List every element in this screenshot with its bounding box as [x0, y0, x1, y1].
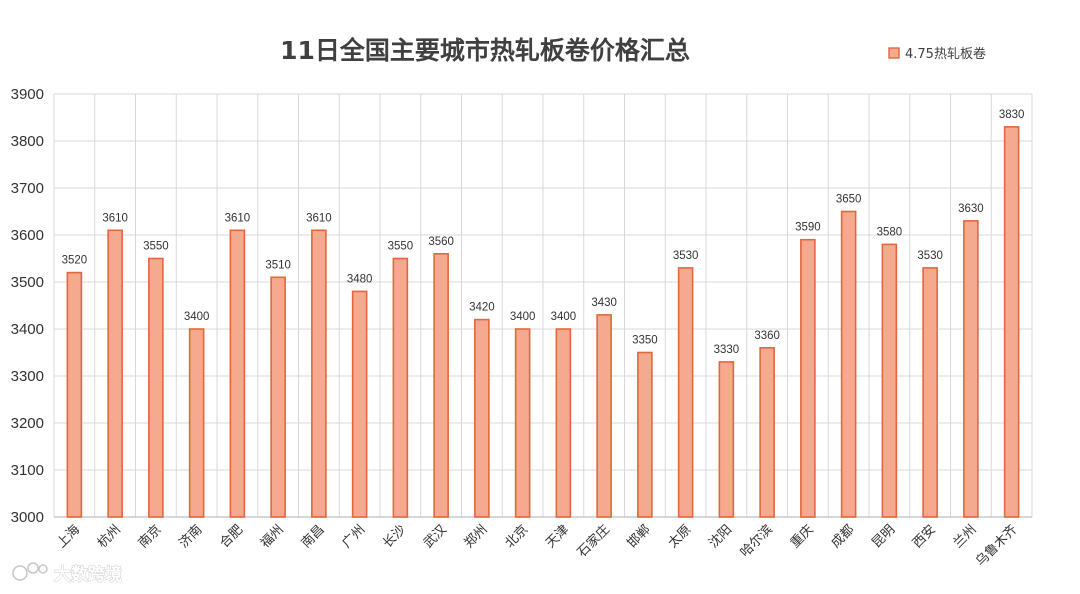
x-tick-label: 南昌 — [298, 522, 328, 552]
bar — [555, 328, 572, 518]
x-tick-label: 济南 — [176, 522, 206, 552]
x-tick-label: 杭州 — [95, 522, 124, 551]
data-label: 3830 — [999, 109, 1025, 121]
x-tick-label: 天津 — [543, 522, 572, 551]
bar — [922, 267, 938, 518]
y-tick-label: 3900 — [11, 86, 44, 103]
data-label: 3510 — [265, 259, 291, 271]
bar — [107, 229, 123, 518]
x-tick-label: 沈阳 — [706, 522, 735, 551]
x-tick-label: 太原 — [665, 522, 694, 551]
data-label: 3530 — [917, 250, 943, 262]
data-label: 3530 — [673, 250, 699, 262]
x-tick-label: 武汉 — [421, 522, 450, 551]
bar — [433, 253, 449, 518]
data-label: 3650 — [836, 194, 862, 206]
bar — [759, 346, 775, 518]
bar — [596, 314, 612, 518]
data-label: 3420 — [469, 302, 495, 314]
bar — [351, 290, 368, 518]
legend-label: 4.75热轧板卷 — [905, 46, 986, 62]
legend-swatch — [888, 47, 900, 59]
x-tick-label: 石家庄 — [574, 522, 613, 561]
x-tick-label: 兰州 — [951, 522, 980, 551]
data-label: 3430 — [591, 297, 617, 309]
data-label: 3520 — [62, 255, 88, 267]
y-tick-label: 3200 — [11, 415, 44, 432]
data-label: 3360 — [754, 330, 780, 342]
x-tick-label: 重庆 — [787, 522, 817, 552]
data-label: 3590 — [795, 222, 821, 234]
bars — [66, 126, 1020, 518]
x-tick-label: 广州 — [339, 522, 368, 551]
bar — [229, 229, 246, 518]
bar — [963, 220, 979, 518]
bar — [474, 318, 490, 518]
y-tick-label: 3600 — [11, 227, 44, 244]
x-tick-label: 福州 — [258, 522, 287, 551]
x-tick-label: 哈尔滨 — [737, 522, 776, 561]
bar — [311, 229, 327, 518]
y-tick-label: 3400 — [11, 321, 44, 338]
bar — [677, 267, 694, 518]
data-label: 3550 — [388, 241, 414, 253]
bar — [188, 328, 205, 518]
watermark: 大数跨境 — [12, 562, 122, 585]
watermark-text: 大数跨境 — [54, 564, 122, 585]
x-tick-label: 邯郸 — [625, 522, 654, 551]
data-label: 3400 — [184, 311, 210, 323]
y-tick-label: 3300 — [11, 368, 44, 385]
y-axis-ticks: 3000 3100 3200 3300 3400 3500 3600 3700 3800 3900 — [11, 86, 44, 526]
x-tick-label: 合肥 — [217, 522, 246, 551]
x-axis-ticks: 上海 杭州 南京 济南 合肥 福州 南昌 广州 长沙 武汉 郑州 北京 天津 石家庄 邯郸 太原 沈阳 哈尔滨 重庆… — [54, 522, 1020, 570]
x-tick-label: 上海 — [54, 522, 83, 551]
x-tick-label: 长沙 — [380, 522, 409, 551]
bar — [800, 238, 816, 518]
gridlines — [53, 93, 1033, 518]
bar — [637, 351, 653, 518]
data-label: 3610 — [102, 212, 128, 224]
x-tick-label: 昆明 — [869, 522, 898, 551]
bar — [514, 328, 531, 518]
y-tick-label: 3000 — [11, 509, 44, 526]
x-tick-label: 南京 — [135, 522, 165, 552]
bar — [718, 361, 735, 518]
bar — [392, 257, 409, 518]
x-tick-label: 西安 — [910, 522, 939, 551]
x-tick-label: 北京 — [502, 522, 531, 551]
bar — [270, 276, 286, 518]
data-label: 3350 — [632, 335, 658, 347]
data-label: 3610 — [225, 212, 251, 224]
x-tick-label: 成都 — [828, 522, 857, 551]
bar — [1003, 126, 1020, 518]
x-tick-label: 乌鲁木齐 — [972, 522, 1020, 570]
bar — [881, 243, 898, 518]
data-label: 3400 — [510, 311, 536, 323]
bar — [66, 271, 83, 518]
data-labels: 3520 3610 3550 3400 3610 3510 3610 3480 3550 3560… — [62, 109, 1025, 356]
bar — [148, 257, 164, 518]
watermark-logo-icon — [12, 562, 48, 581]
x-tick-label: 郑州 — [462, 522, 491, 551]
y-tick-label: 3800 — [11, 133, 44, 150]
y-tick-label: 3700 — [11, 180, 44, 197]
data-label: 3480 — [347, 273, 373, 285]
data-label: 3630 — [958, 203, 984, 215]
data-label: 3400 — [551, 311, 577, 323]
chart-title: 11日全国主要城市热轧板卷价格汇总 — [280, 36, 690, 65]
data-label: 3330 — [714, 344, 740, 356]
y-tick-label: 3500 — [11, 274, 44, 291]
data-label: 3580 — [877, 226, 903, 238]
y-tick-label: 3100 — [11, 462, 44, 479]
legend: 4.75热轧板卷 — [888, 46, 986, 62]
data-label: 3610 — [306, 212, 332, 224]
data-label: 3550 — [143, 241, 169, 253]
data-label: 3560 — [428, 236, 454, 248]
bar — [840, 210, 857, 518]
